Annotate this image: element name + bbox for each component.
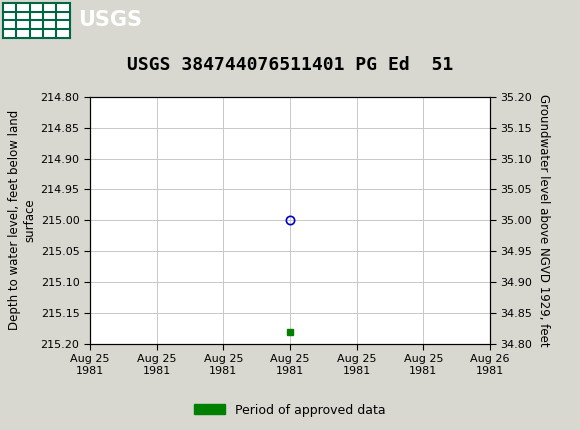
- Text: USGS 384744076511401 PG Ed  51: USGS 384744076511401 PG Ed 51: [127, 55, 453, 74]
- Y-axis label: Groundwater level above NGVD 1929, feet: Groundwater level above NGVD 1929, feet: [536, 94, 550, 347]
- Y-axis label: Depth to water level, feet below land
surface: Depth to water level, feet below land su…: [8, 110, 37, 331]
- FancyBboxPatch shape: [3, 3, 70, 37]
- Text: USGS: USGS: [78, 10, 142, 31]
- Legend: Period of approved data: Period of approved data: [189, 399, 391, 421]
